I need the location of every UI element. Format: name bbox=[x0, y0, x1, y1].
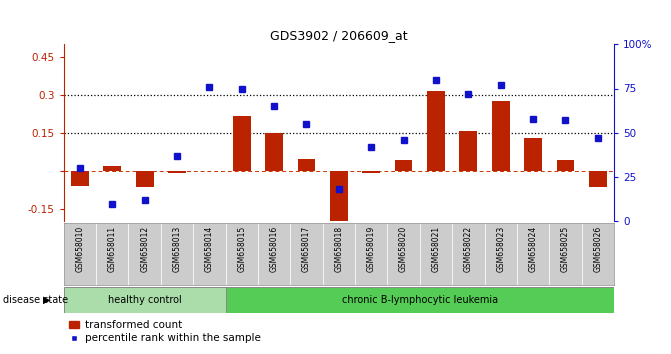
Text: GSM658016: GSM658016 bbox=[270, 226, 278, 272]
Text: GSM658015: GSM658015 bbox=[238, 226, 246, 272]
Bar bbox=[582, 223, 614, 285]
Bar bbox=[484, 223, 517, 285]
Bar bbox=[517, 223, 550, 285]
Bar bbox=[323, 223, 355, 285]
Bar bbox=[298, 159, 315, 171]
Bar bbox=[355, 223, 387, 285]
Bar bbox=[225, 223, 258, 285]
Bar bbox=[460, 131, 477, 171]
Bar bbox=[330, 171, 348, 223]
Text: GSM658011: GSM658011 bbox=[108, 226, 117, 272]
Text: GSM658017: GSM658017 bbox=[302, 226, 311, 272]
Bar bbox=[225, 287, 614, 313]
Text: chronic B-lymphocytic leukemia: chronic B-lymphocytic leukemia bbox=[342, 295, 498, 305]
Text: GSM658020: GSM658020 bbox=[399, 226, 408, 272]
Bar bbox=[550, 223, 582, 285]
Bar bbox=[265, 133, 283, 171]
Bar bbox=[71, 171, 89, 186]
Bar bbox=[64, 287, 225, 313]
Text: disease state: disease state bbox=[3, 295, 72, 305]
Bar bbox=[387, 223, 420, 285]
Text: GSM658012: GSM658012 bbox=[140, 226, 149, 272]
Bar bbox=[524, 138, 542, 171]
Bar bbox=[395, 160, 413, 171]
Bar bbox=[427, 91, 445, 171]
Bar bbox=[492, 101, 509, 171]
Bar bbox=[161, 223, 193, 285]
Text: GSM658010: GSM658010 bbox=[75, 226, 85, 272]
Text: GSM658022: GSM658022 bbox=[464, 226, 473, 272]
Bar bbox=[96, 223, 128, 285]
Bar bbox=[64, 223, 96, 285]
Bar bbox=[168, 171, 186, 173]
Bar bbox=[362, 171, 380, 173]
Bar bbox=[291, 223, 323, 285]
Bar bbox=[556, 160, 574, 171]
Text: GSM658014: GSM658014 bbox=[205, 226, 214, 272]
Bar bbox=[589, 171, 607, 187]
Bar bbox=[233, 116, 251, 171]
Text: GSM658026: GSM658026 bbox=[593, 226, 603, 272]
Bar bbox=[258, 223, 291, 285]
Bar bbox=[193, 223, 225, 285]
Bar bbox=[136, 171, 154, 187]
Bar bbox=[103, 166, 121, 171]
Legend: transformed count, percentile rank within the sample: transformed count, percentile rank withi… bbox=[69, 320, 260, 343]
Text: GSM658024: GSM658024 bbox=[529, 226, 537, 272]
Bar bbox=[452, 223, 484, 285]
Text: GSM658023: GSM658023 bbox=[496, 226, 505, 272]
Text: ▶: ▶ bbox=[43, 295, 50, 305]
Text: GSM658018: GSM658018 bbox=[334, 226, 344, 272]
Text: GSM658025: GSM658025 bbox=[561, 226, 570, 272]
Text: healthy control: healthy control bbox=[108, 295, 182, 305]
Text: GSM658021: GSM658021 bbox=[431, 226, 440, 272]
Bar bbox=[128, 223, 161, 285]
Bar bbox=[420, 223, 452, 285]
Title: GDS3902 / 206609_at: GDS3902 / 206609_at bbox=[270, 29, 408, 42]
Text: GSM658013: GSM658013 bbox=[172, 226, 182, 272]
Text: GSM658019: GSM658019 bbox=[367, 226, 376, 272]
